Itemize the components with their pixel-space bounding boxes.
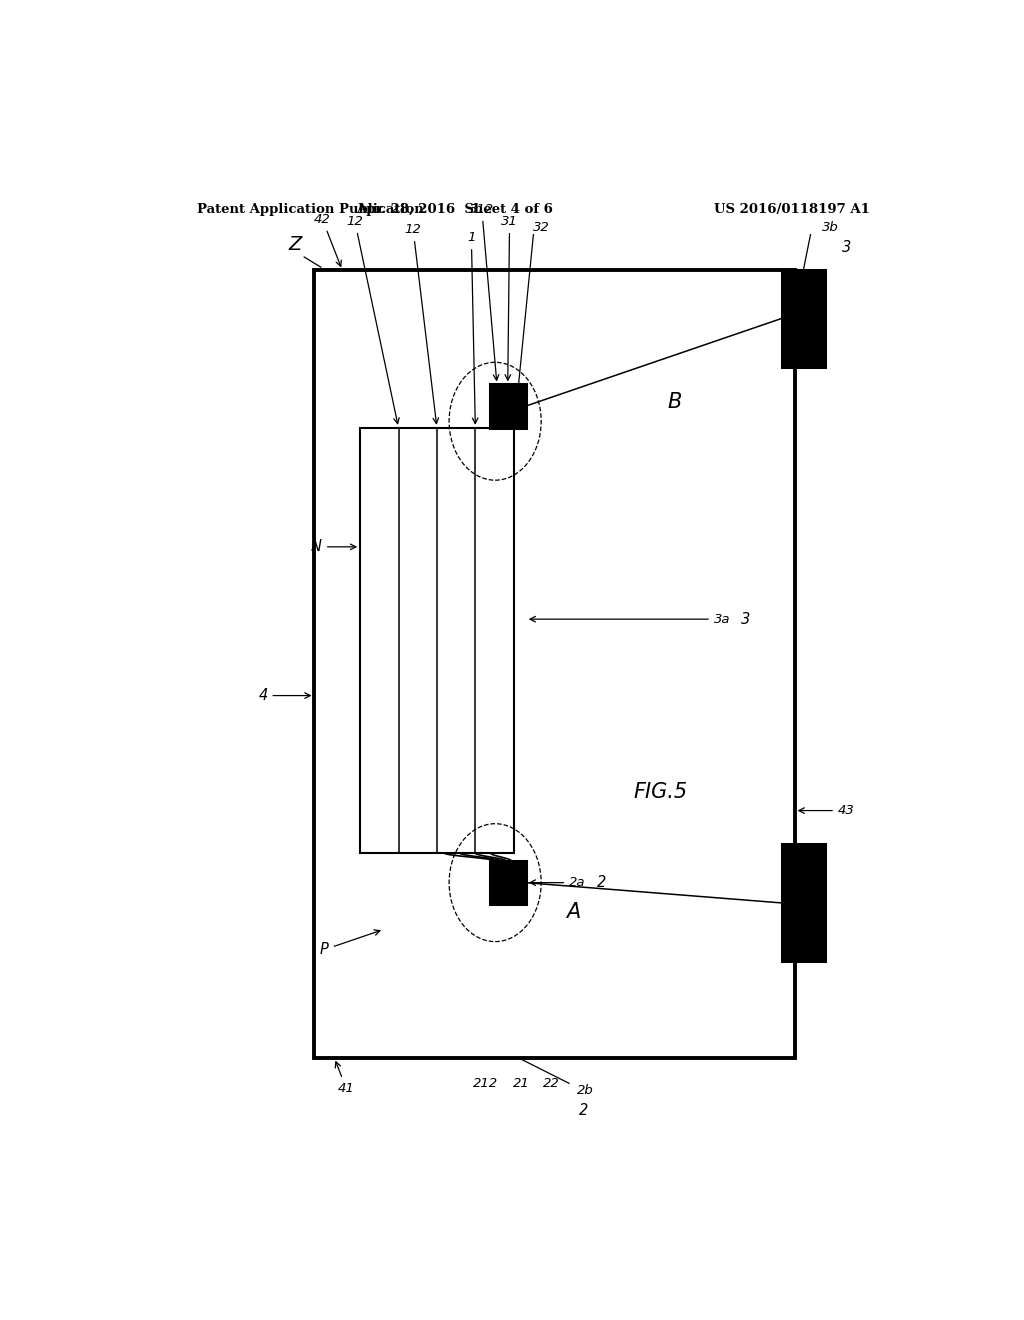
Text: 1: 1 [467, 231, 478, 424]
Bar [781, 845, 825, 961]
Text: Z: Z [288, 235, 301, 255]
Bar [489, 861, 525, 904]
Text: Apr. 28, 2016  Sheet 4 of 6: Apr. 28, 2016 Sheet 4 of 6 [356, 203, 553, 215]
Bar [360, 428, 514, 853]
Text: 12: 12 [346, 215, 399, 424]
Text: 3: 3 [842, 240, 851, 255]
Text: P: P [319, 929, 380, 957]
Text: Patent Application Publication: Patent Application Publication [197, 203, 424, 215]
Bar [489, 384, 525, 428]
Bar [314, 271, 795, 1057]
Text: 2a: 2a [530, 876, 586, 890]
Text: 2: 2 [579, 1104, 588, 1118]
Text: 2: 2 [597, 875, 606, 890]
Text: 12: 12 [404, 223, 438, 424]
Text: 43: 43 [799, 804, 855, 817]
Text: 2b: 2b [577, 1084, 593, 1097]
Text: FIG.5: FIG.5 [633, 783, 687, 803]
Text: 212: 212 [473, 1077, 499, 1090]
Text: 312: 312 [469, 203, 499, 380]
Text: 3b: 3b [822, 220, 839, 234]
Bar [781, 271, 825, 367]
Text: 4: 4 [258, 688, 310, 704]
Text: US 2016/0118197 A1: US 2016/0118197 A1 [714, 203, 869, 215]
Text: 41: 41 [335, 1061, 354, 1094]
Text: N: N [311, 540, 356, 554]
Text: 3: 3 [741, 611, 751, 627]
Text: 21: 21 [513, 1077, 529, 1090]
Text: 22: 22 [544, 1077, 560, 1090]
Text: 3a: 3a [530, 612, 730, 626]
Text: A: A [566, 902, 580, 923]
Text: 42: 42 [314, 213, 341, 267]
Text: 32: 32 [532, 220, 550, 234]
Text: B: B [668, 392, 682, 412]
Text: 31: 31 [501, 215, 518, 380]
